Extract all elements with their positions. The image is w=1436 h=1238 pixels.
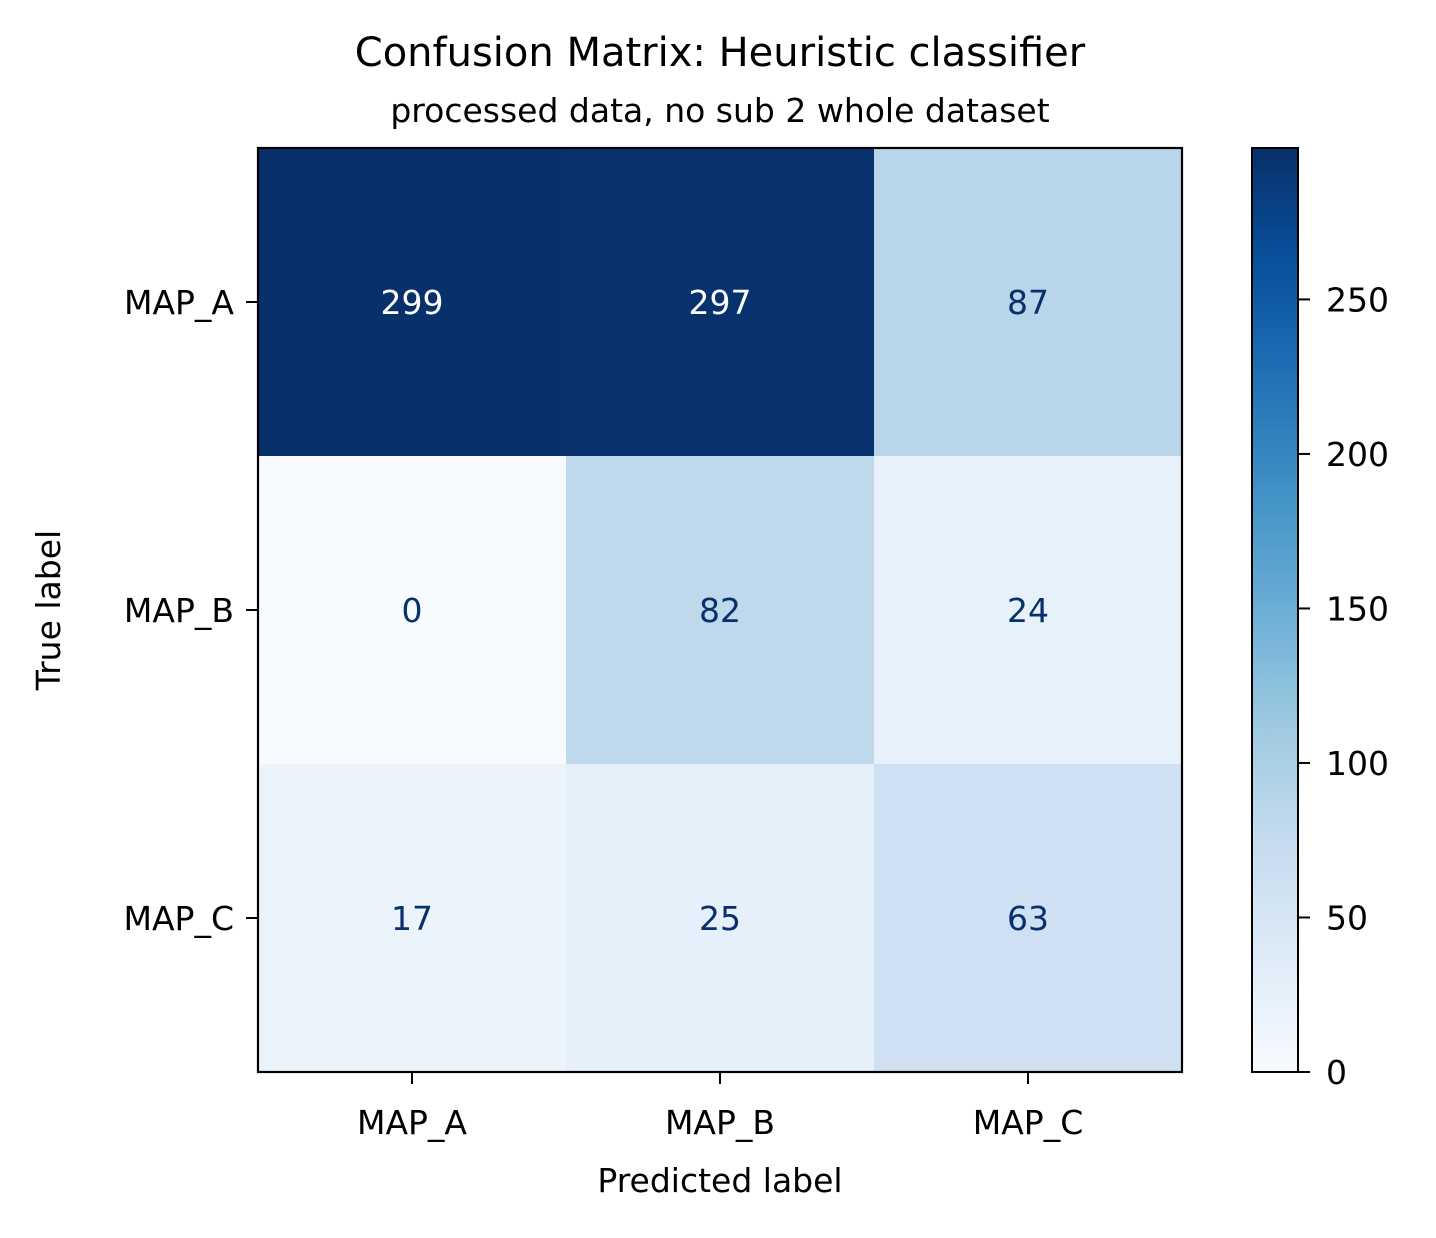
y-tick-label: MAP_C (124, 899, 235, 938)
colorbar-ticks: 0 50 100 150 200 250 (1298, 280, 1389, 1092)
colorbar-tick-label: 250 (1326, 280, 1389, 319)
cell-value-label: 63 (1007, 899, 1049, 938)
cell-value-label: 0 (402, 591, 423, 630)
heatmap-cell (874, 456, 1183, 765)
x-tick-label: MAP_C (973, 1103, 1084, 1142)
y-axis: MAP_A MAP_B MAP_C (124, 283, 258, 938)
colorbar-tick-label: 200 (1326, 435, 1389, 474)
colorbar-tick-label: 0 (1326, 1053, 1347, 1092)
heatmap-cell (874, 764, 1183, 1073)
chart-subtitle: processed data, no sub 2 whole dataset (390, 91, 1049, 130)
heatmap-cell (566, 764, 875, 1073)
colorbar (1251, 147, 1299, 1073)
cell-value-label: 297 (689, 283, 752, 322)
heatmap-cell (566, 456, 875, 765)
cell-value-label: 24 (1007, 591, 1049, 630)
colorbar-tick-label: 50 (1326, 898, 1368, 937)
cell-value-label: 87 (1007, 283, 1049, 322)
heatmap-cells: 299 297 87 0 82 24 17 25 63 (258, 148, 1183, 1073)
cell-value-label: 17 (391, 899, 433, 938)
colorbar-tick-label: 100 (1326, 744, 1389, 783)
cell-value-label: 25 (699, 899, 741, 938)
heatmap-cell (566, 148, 875, 457)
heatmap-cell (258, 148, 567, 457)
heatmap-cell (874, 148, 1183, 457)
cell-value-label: 299 (381, 283, 444, 322)
y-tick-label: MAP_A (124, 283, 234, 322)
x-axis-label: Predicted label (597, 1161, 842, 1200)
y-axis-label: True label (29, 530, 68, 691)
y-tick-label: MAP_B (124, 591, 234, 630)
heatmap-cell (258, 456, 567, 765)
colorbar-tick-label: 150 (1326, 589, 1389, 628)
x-tick-label: MAP_B (665, 1103, 775, 1142)
cell-value-label: 82 (699, 591, 741, 630)
heatmap-cell (258, 764, 567, 1073)
chart-title: Confusion Matrix: Heuristic classifier (355, 30, 1086, 76)
x-tick-label: MAP_A (357, 1103, 467, 1142)
x-axis: MAP_A MAP_B MAP_C (357, 1072, 1083, 1142)
